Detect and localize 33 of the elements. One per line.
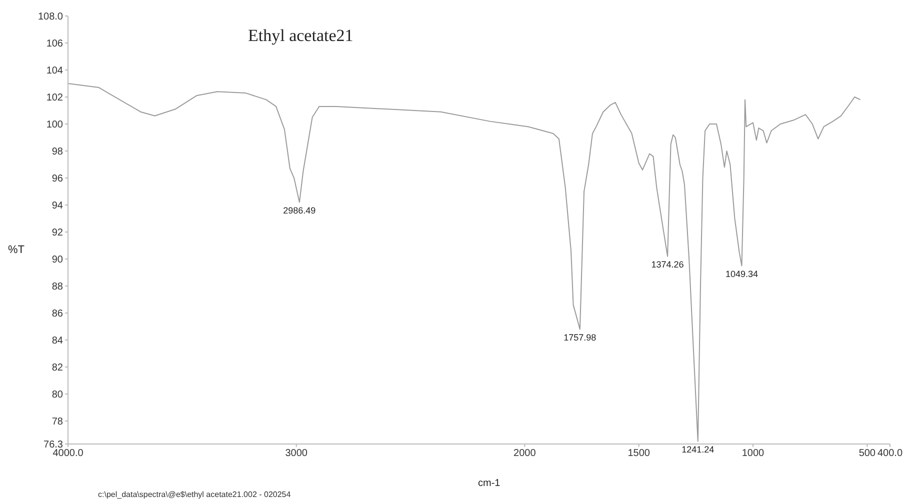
annotation: 1241.24 xyxy=(682,444,714,455)
y-tick-label: 94 xyxy=(52,200,64,212)
text: Ethyl acetate21 xyxy=(248,26,354,46)
y-tick-label: 90 xyxy=(52,254,64,266)
x-tick-label: 3000 xyxy=(285,448,308,460)
line-series xyxy=(68,83,861,442)
y-tick-label: 108.0 xyxy=(38,12,64,23)
y-tick-label: 80 xyxy=(52,390,64,401)
x-tick-label: 4000.0 xyxy=(52,448,84,460)
x-axis-title: cm-1 xyxy=(478,478,500,489)
annotation: 1757.98 xyxy=(564,332,596,343)
annotation: 1374.26 xyxy=(651,260,684,270)
x-tick-label: 500 xyxy=(858,448,876,460)
y-tick-label: 84 xyxy=(52,336,64,347)
y-tick-label: 102 xyxy=(46,92,64,104)
y-tick-label: 96 xyxy=(52,174,64,185)
y-tick-label: 100 xyxy=(46,120,64,131)
y-tick-label: 92 xyxy=(52,228,64,239)
y-tick-label: 86 xyxy=(52,308,64,320)
x-tick-label: 2000 xyxy=(514,448,536,460)
y-tick-label: 78 xyxy=(52,416,64,428)
x-tick-label: 1500 xyxy=(628,448,650,460)
y-tick-label: 82 xyxy=(52,362,64,374)
y-tick-label: 106 xyxy=(46,38,64,50)
y-axis-title: %T xyxy=(8,244,24,256)
x-tick-label: 400.0 xyxy=(877,448,903,460)
annotation: 1049.34 xyxy=(725,269,758,280)
x-tick-label: 1000 xyxy=(742,448,765,460)
y-tick-label: 98 xyxy=(52,146,64,158)
annotation: 2986.49 xyxy=(283,206,316,216)
y-tick-label: 104 xyxy=(46,66,64,77)
text: c:\pel_data\spectra\@e$\ethyl acetate21.002 - 020254 xyxy=(98,490,291,499)
y-tick-label: 88 xyxy=(52,282,64,293)
